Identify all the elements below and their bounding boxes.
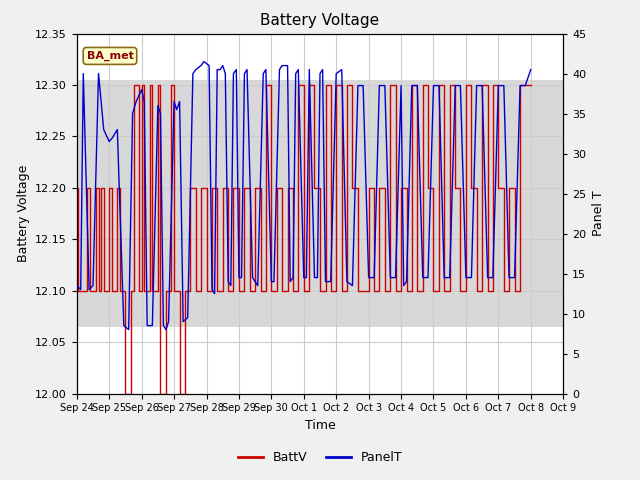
Y-axis label: Panel T: Panel T (592, 191, 605, 237)
Bar (77, 80, 563, 327)
X-axis label: Time: Time (305, 419, 335, 432)
Title: Battery Voltage: Battery Voltage (260, 13, 380, 28)
Legend: BattV, PanelT: BattV, PanelT (232, 446, 408, 469)
Y-axis label: Battery Voltage: Battery Voltage (17, 165, 29, 262)
Text: BA_met: BA_met (86, 51, 133, 61)
